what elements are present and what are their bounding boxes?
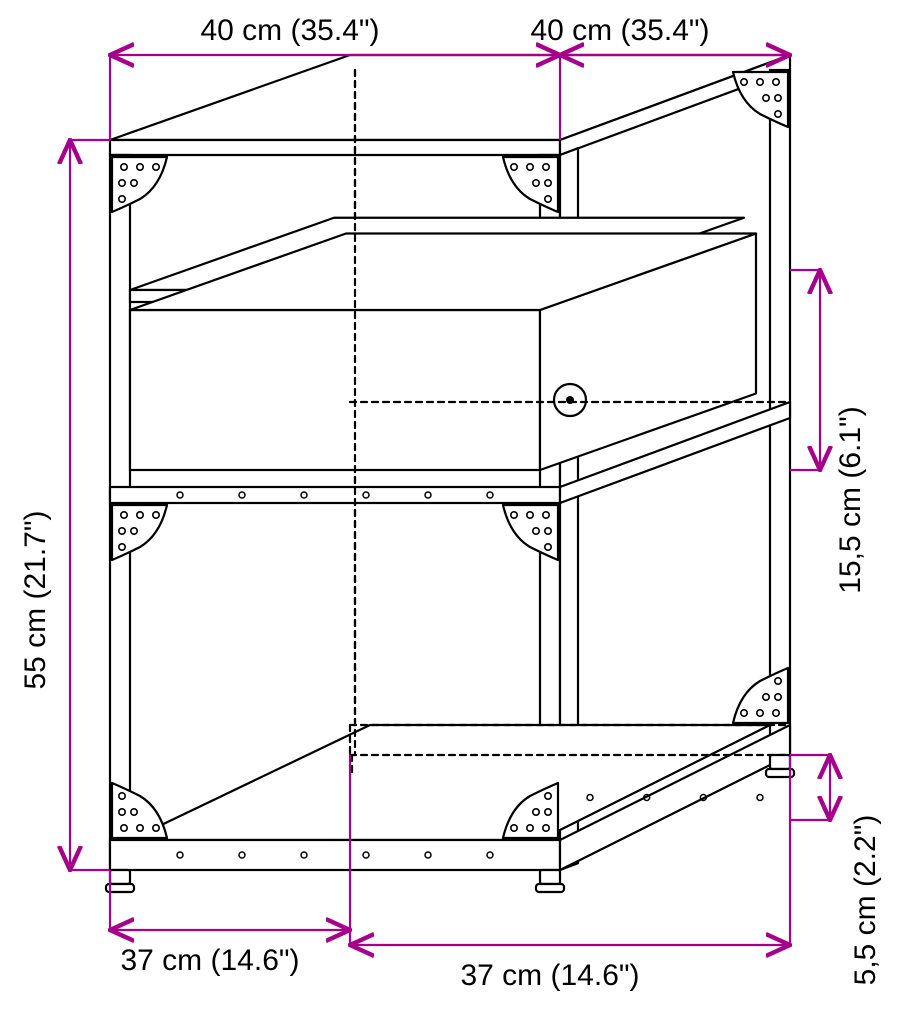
nightstand-outline (106, 55, 794, 892)
dimension-label-height: 55 cm (21.7") (19, 510, 52, 689)
dimension-label-bottom_depth: 37 cm (14.6") (120, 944, 299, 977)
dimension-label-drawer_h: 15,5 cm (6.1") (834, 406, 867, 593)
dimension-label-top_depth: 40 cm (35.4") (530, 14, 709, 47)
furniture-dimension-diagram: 40 cm (35.4") 40 cm (35.4") 55 cm (21.7") 1… (0, 0, 907, 1020)
dimension-label-bottom_width: 37 cm (14.6") (460, 959, 639, 992)
drawer-front (130, 310, 540, 470)
dimension-label-foot_h: 5,5 cm (2.2") (849, 815, 882, 986)
dimension-label-top_width: 40 cm (35.4") (200, 14, 379, 47)
